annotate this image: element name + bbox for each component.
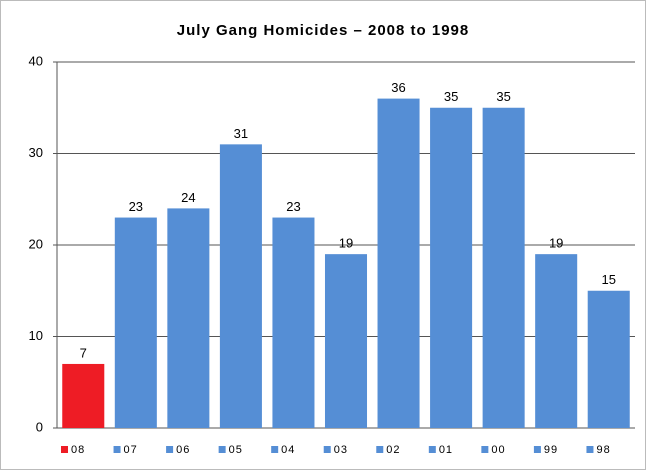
legend-swatch xyxy=(166,446,174,453)
y-tick-label: 30 xyxy=(29,145,43,160)
bar xyxy=(272,217,315,428)
legend-label: 00 xyxy=(491,444,505,456)
y-tick-label: 0 xyxy=(36,419,43,434)
legend-label: 04 xyxy=(281,444,295,456)
data-label: 15 xyxy=(601,272,615,287)
legend-label: 98 xyxy=(596,444,610,456)
bar xyxy=(482,107,525,428)
y-tick-label: 10 xyxy=(29,328,43,343)
data-label: 24 xyxy=(181,190,195,205)
legend-swatch xyxy=(271,446,279,453)
bar xyxy=(62,363,105,428)
data-label: 23 xyxy=(286,199,300,214)
data-label: 19 xyxy=(549,236,563,251)
legend-swatch xyxy=(218,446,226,453)
data-label: 23 xyxy=(129,199,143,214)
bar xyxy=(114,217,157,428)
bar xyxy=(377,98,420,428)
legend-swatch xyxy=(533,446,541,453)
bar xyxy=(430,107,473,428)
bar xyxy=(535,254,578,428)
data-label: 36 xyxy=(391,80,405,95)
legend-label: 05 xyxy=(229,444,243,456)
legend-swatch xyxy=(376,446,384,453)
legend-label: 06 xyxy=(176,444,190,456)
data-label: 7 xyxy=(80,345,87,360)
bar xyxy=(219,144,262,428)
data-label: 19 xyxy=(339,236,353,251)
bar xyxy=(167,208,210,428)
legend-label: 02 xyxy=(386,444,400,456)
legend-label: 08 xyxy=(71,444,85,456)
legend-swatch xyxy=(61,446,68,453)
legend-swatch xyxy=(481,446,489,453)
legend-label: 01 xyxy=(439,444,453,456)
legend-swatch xyxy=(586,446,594,453)
bar xyxy=(324,254,368,428)
data-label: 31 xyxy=(234,126,248,141)
data-label: 35 xyxy=(496,89,510,104)
bar xyxy=(587,290,630,428)
chart-title: July Gang Homicides – 2008 to 1998 xyxy=(177,22,469,39)
legend-swatch xyxy=(113,446,121,453)
legend-label: 07 xyxy=(124,444,138,456)
data-label: 35 xyxy=(444,89,458,104)
y-tick-label: 40 xyxy=(29,53,43,68)
y-tick-label: 20 xyxy=(29,236,43,251)
legend-label: 99 xyxy=(544,444,558,456)
legend-swatch xyxy=(323,446,331,453)
legend-label: 03 xyxy=(334,444,348,456)
legend-swatch xyxy=(428,446,436,453)
